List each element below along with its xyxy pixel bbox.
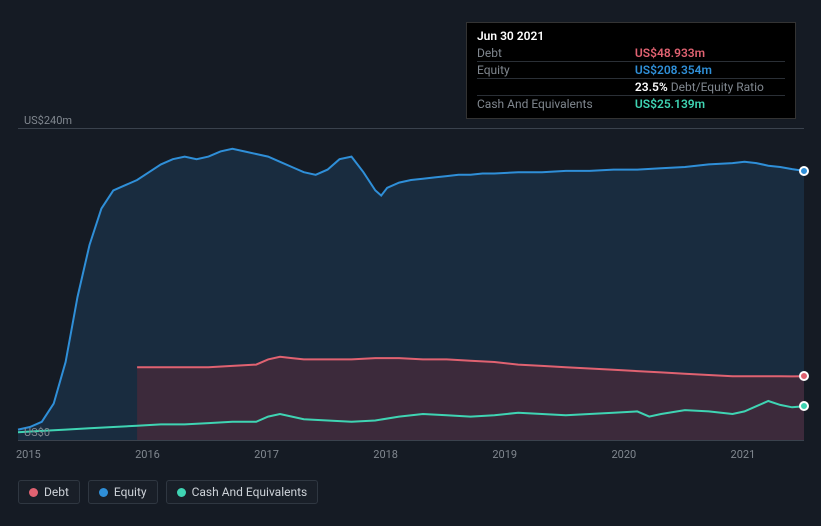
tooltip-row-label [477, 79, 635, 96]
tooltip-date: Jun 30 2021 [477, 29, 785, 43]
legend-label: Cash And Equivalents [192, 485, 308, 499]
legend: Debt Equity Cash And Equivalents [18, 480, 318, 504]
y-grid-line [18, 440, 804, 441]
y-axis-label: US$240m [24, 114, 72, 127]
legend-dot-icon [99, 488, 108, 497]
tooltip-table: DebtUS$48.933mEquityUS$208.354m23.5% Deb… [477, 45, 785, 112]
tooltip-row-value: US$208.354m [635, 62, 785, 79]
y-grid-line [18, 128, 804, 129]
tooltip-row-value: US$48.933m [635, 45, 785, 62]
equity-end-marker [799, 166, 809, 176]
x-axis-label: 2017 [254, 448, 279, 461]
tooltip-row-label: Equity [477, 62, 635, 79]
tooltip-row: 23.5% Debt/Equity Ratio [477, 79, 785, 96]
cash-end-marker [799, 401, 809, 411]
y-axis-label: US$0 [24, 426, 50, 439]
x-axis-label: 2019 [492, 448, 517, 461]
legend-item-cash[interactable]: Cash And Equivalents [166, 480, 319, 504]
x-axis-label: 2015 [16, 448, 41, 461]
x-axis-label: 2018 [373, 448, 398, 461]
x-axis-label: 2020 [611, 448, 636, 461]
tooltip-row: EquityUS$208.354m [477, 62, 785, 79]
chart-root: US$240m US$0 2015 2016 2017 2018 2019 2020 2021… [0, 0, 821, 526]
tooltip-row-value: US$25.139m [635, 96, 785, 113]
legend-label: Equity [114, 485, 147, 499]
legend-item-equity[interactable]: Equity [88, 480, 158, 504]
debt-end-marker [799, 371, 809, 381]
legend-dot-icon [177, 488, 186, 497]
x-axis-label: 2016 [135, 448, 160, 461]
x-axis-label: 2021 [731, 448, 756, 461]
legend-dot-icon [29, 488, 38, 497]
legend-item-debt[interactable]: Debt [18, 480, 80, 504]
legend-label: Debt [44, 485, 69, 499]
tooltip-row-label: Debt [477, 45, 635, 62]
tooltip-row-value: 23.5% Debt/Equity Ratio [635, 79, 785, 96]
tooltip-row-label: Cash And Equivalents [477, 96, 635, 113]
chart-tooltip: Jun 30 2021 DebtUS$48.933mEquityUS$208.3… [466, 22, 796, 119]
tooltip-row: DebtUS$48.933m [477, 45, 785, 62]
tooltip-row: Cash And EquivalentsUS$25.139m [477, 96, 785, 113]
